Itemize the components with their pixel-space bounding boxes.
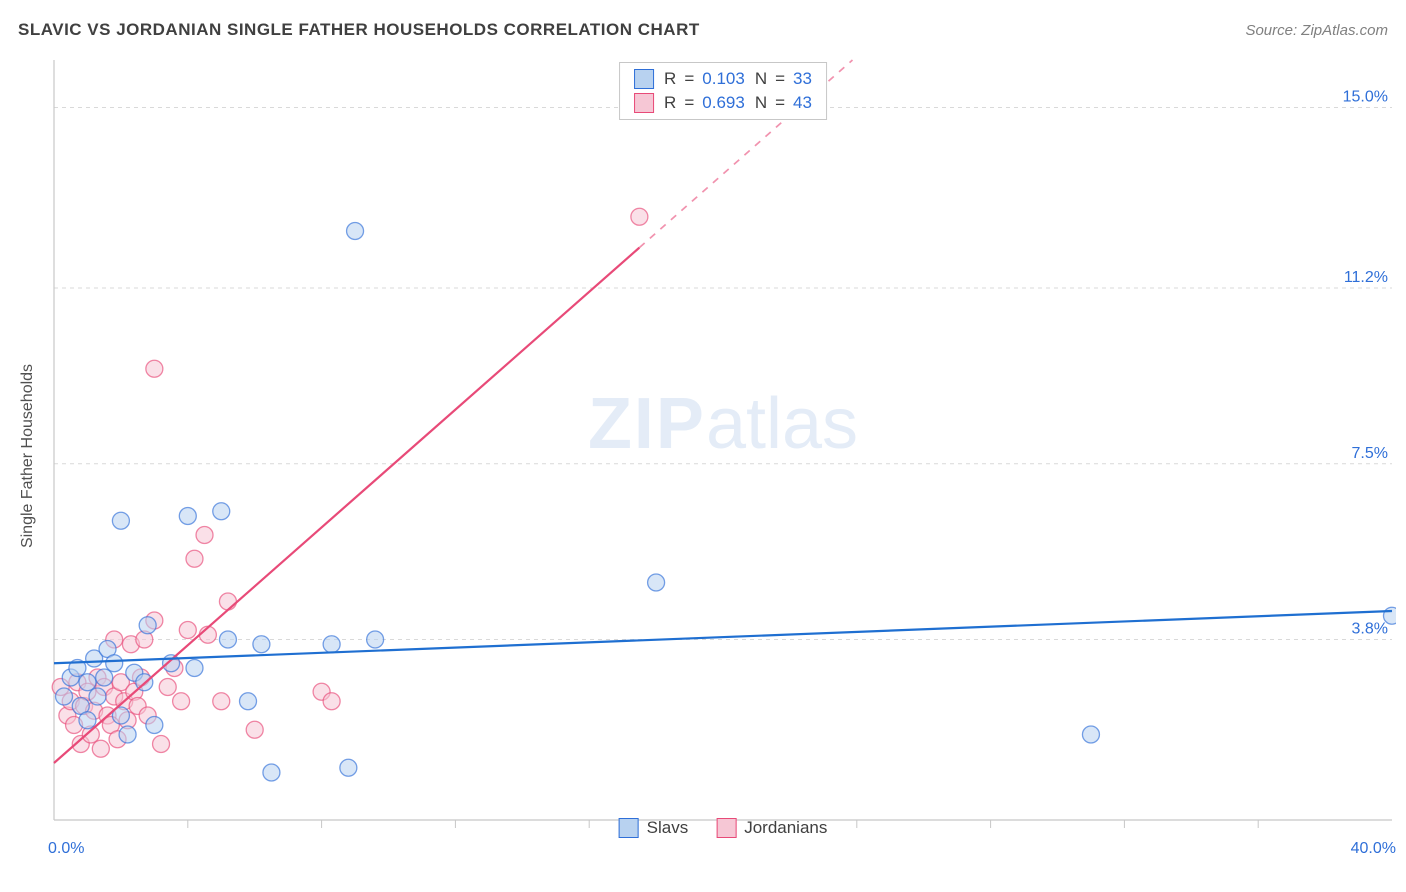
plot-area: Single Father Households ZIPatlas 3.8%7.… xyxy=(50,56,1396,856)
legend-label-jordanians: Jordanians xyxy=(744,818,827,838)
legend-item-slavs: Slavs xyxy=(619,818,689,838)
svg-text:7.5%: 7.5% xyxy=(1352,445,1388,462)
scatter-chart: 3.8% 7.5% 11.2% 15.0% xyxy=(50,56,1396,856)
svg-text:11.2%: 11.2% xyxy=(1344,269,1388,286)
r-value-slavs: 0.103 xyxy=(702,69,745,89)
r-value-jordanians: 0.693 xyxy=(702,93,745,113)
chart-source: Source: ZipAtlas.com xyxy=(1245,22,1388,39)
chart-title: SLAVIC VS JORDANIAN SINGLE FATHER HOUSEH… xyxy=(18,20,700,40)
swatch-jordanians xyxy=(634,93,654,113)
n-value-slavs: 33 xyxy=(793,69,812,89)
legend-row-jordanians: R= 0.693 N= 43 xyxy=(634,93,812,113)
swatch-slavs-b xyxy=(619,818,639,838)
legend-label-slavs: Slavs xyxy=(647,818,689,838)
swatch-slavs xyxy=(634,69,654,89)
x-max-label: 40.0% xyxy=(1351,840,1396,858)
chart-header: SLAVIC VS JORDANIAN SINGLE FATHER HOUSEH… xyxy=(18,20,1388,40)
legend-item-jordanians: Jordanians xyxy=(716,818,827,838)
legend-correlation: R= 0.103 N= 33 R= 0.693 N= 43 xyxy=(619,62,827,120)
n-value-jordanians: 43 xyxy=(793,93,812,113)
svg-text:15.0%: 15.0% xyxy=(1343,89,1388,106)
y-axis-label: Single Father Households xyxy=(19,364,37,548)
legend-row-slavs: R= 0.103 N= 33 xyxy=(634,69,812,89)
svg-text:3.8%: 3.8% xyxy=(1352,621,1388,638)
swatch-jordanians-b xyxy=(716,818,736,838)
legend-series: Slavs Jordanians xyxy=(619,818,828,838)
x-min-label: 0.0% xyxy=(48,840,84,858)
